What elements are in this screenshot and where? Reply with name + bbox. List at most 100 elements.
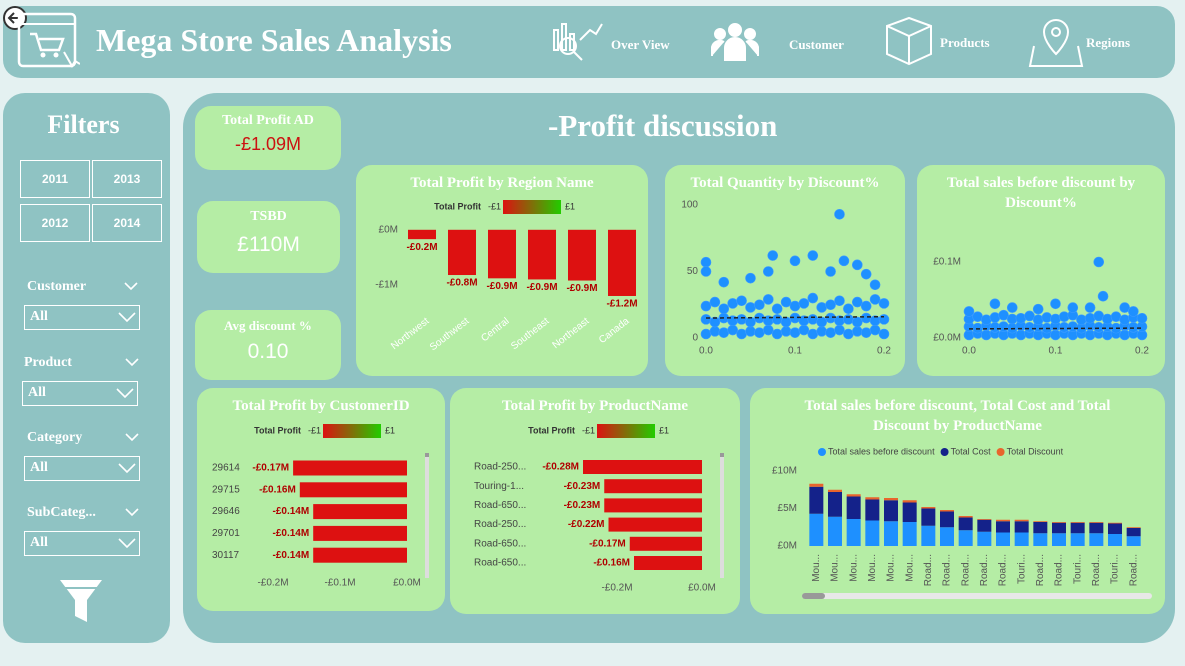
year-button[interactable]: 2011	[20, 160, 90, 198]
x-tick-label: -£0.1M	[324, 578, 355, 589]
chart: £0M £5M £10M Total sales before discount Tot…	[772, 446, 1152, 599]
point	[718, 327, 730, 338]
point	[816, 326, 827, 337]
bar-segment	[1089, 522, 1104, 523]
bar	[488, 229, 516, 279]
bar-segment	[940, 510, 954, 512]
point	[727, 324, 738, 336]
slicer-label: Product	[24, 355, 72, 370]
point	[1093, 256, 1105, 268]
chart-title: Total Profit by Region Name	[410, 175, 594, 191]
nav-item[interactable]: Customer	[789, 37, 844, 52]
x-tick-label: Northeast	[551, 316, 592, 351]
point	[718, 303, 730, 315]
point	[825, 327, 836, 338]
category-label: Road-650...	[474, 500, 526, 511]
point	[1041, 312, 1053, 323]
point	[709, 316, 721, 328]
kpi-value: 0.10	[247, 340, 289, 363]
point	[860, 268, 872, 280]
point	[807, 314, 819, 325]
nav-item[interactable]: Regions	[1086, 35, 1131, 50]
bar-segment	[884, 500, 898, 522]
bar-segment	[846, 494, 861, 497]
bar	[528, 229, 556, 280]
legend-label: -£1	[488, 201, 501, 211]
chart-card: Total Profit -£1 £1 -£0.2M -£0.1M £0.0M 29614 -…	[197, 388, 445, 611]
x-tick-label: Road...	[1035, 554, 1046, 586]
kpi-value: -£1.09M	[234, 134, 302, 154]
category-label: Road-650...	[474, 558, 526, 569]
x-tick-label: Road...	[998, 554, 1009, 586]
bar-segment	[1033, 522, 1048, 534]
point	[763, 266, 774, 277]
slicer-dropdown[interactable]: All	[22, 381, 138, 406]
bar-segment	[940, 511, 954, 528]
point	[989, 298, 1001, 310]
year-button[interactable]: 2012	[20, 204, 90, 242]
x-tick-label: Mou...	[886, 554, 897, 582]
bar	[568, 229, 596, 281]
point	[771, 314, 783, 325]
y-tick-label: 50	[687, 266, 699, 277]
bar-segment	[977, 531, 992, 546]
legend-label: Total Cost	[951, 446, 992, 456]
category-label: Road-650...	[474, 538, 526, 549]
legend-label: £1	[385, 425, 395, 435]
bar-segment	[809, 486, 824, 514]
bar-segment	[846, 519, 861, 546]
bar-segment	[1070, 522, 1085, 523]
bar-segment	[1089, 533, 1104, 546]
point	[700, 300, 712, 312]
bar-segment	[1126, 527, 1141, 528]
kpi-card: TSBD £110M	[197, 201, 340, 273]
slicer-label: Category	[27, 430, 83, 445]
point	[709, 296, 721, 308]
point	[852, 259, 863, 271]
bar-segment	[828, 492, 842, 517]
legend-title: Total Profit	[528, 425, 575, 435]
x-tick-label: Road...	[960, 554, 971, 586]
point	[834, 209, 845, 220]
point	[745, 326, 756, 337]
legend-label: Total sales before discount	[828, 446, 935, 456]
bar-segment	[1126, 536, 1141, 546]
point	[1067, 321, 1079, 332]
x-tick-label: Mou...	[811, 554, 822, 582]
year-button[interactable]: 2014	[92, 204, 162, 242]
x-tick-label: 0.1	[788, 346, 802, 357]
value-label: -£0.23M	[564, 500, 601, 511]
y-tick-label: £0.0M	[933, 333, 961, 344]
year-button[interactable]: 2013	[92, 160, 162, 198]
slicer-dropdown[interactable]: All	[24, 305, 140, 330]
x-tick-label: Touri...	[1016, 554, 1027, 584]
slicer-label: SubCateg...	[27, 505, 96, 520]
point	[1067, 302, 1079, 313]
point	[780, 296, 792, 308]
point	[736, 314, 747, 325]
bar-segment	[1033, 521, 1048, 522]
nav-item[interactable]: Over View	[611, 37, 670, 52]
nav-item[interactable]: Products	[940, 35, 990, 50]
legend-marker	[996, 448, 1005, 456]
kpi-label: Avg discount %	[224, 318, 312, 333]
x-tick-label: Road...	[979, 554, 990, 586]
bar-segment	[958, 530, 973, 546]
point	[780, 316, 792, 328]
legend-marker	[940, 448, 949, 456]
bar	[629, 536, 702, 551]
legend-title: Total Profit	[434, 201, 481, 211]
scrollbar-thumb	[802, 593, 825, 599]
chart-card: Total Profit -£1 £1 £0M -£1M -£0.2M Northwest -…	[356, 165, 648, 376]
slicer-dropdown[interactable]: All	[24, 531, 140, 556]
point	[816, 316, 827, 328]
bar-segment	[828, 489, 842, 492]
point	[1084, 329, 1096, 341]
value-label: -£0.9M	[526, 282, 557, 293]
slicer-dropdown[interactable]: All	[24, 456, 140, 481]
chart: Total Profit -£1 £1 -£0.2M £0.0M Road-250... -…	[474, 424, 724, 594]
point	[998, 321, 1009, 332]
value-label: -£0.17M	[252, 463, 289, 474]
bar-segment	[940, 527, 954, 546]
